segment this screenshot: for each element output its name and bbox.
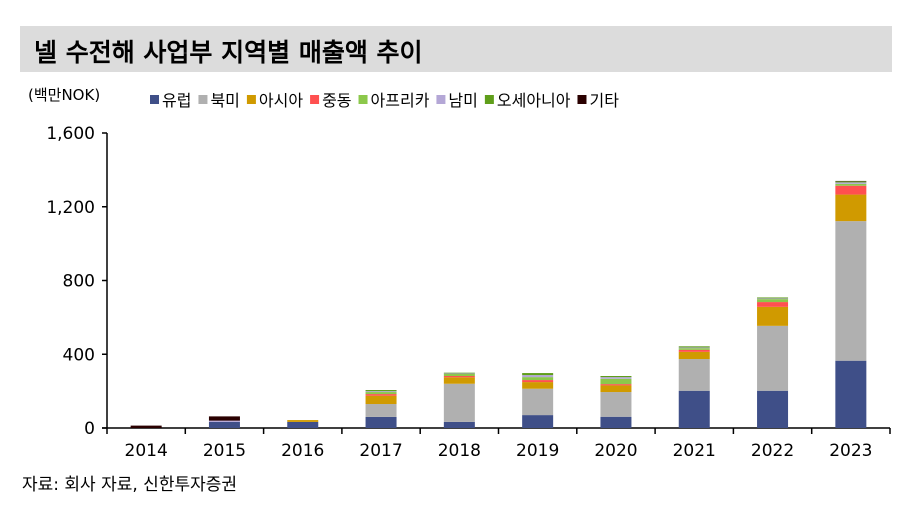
x-tick-label: 2014 <box>125 441 168 461</box>
bar-2017-아시아 <box>365 395 397 405</box>
legend-label-3: 중동 <box>322 91 351 110</box>
bar-2015-남미 <box>208 420 240 422</box>
bar-2022-북미 <box>757 325 789 391</box>
bar-2020-남미 <box>600 377 632 379</box>
bar-2021-남미 <box>678 347 710 349</box>
legend-label-2: 아시아 <box>259 91 303 110</box>
bar-2016-아시아 <box>287 420 319 422</box>
bar-2019-아시아 <box>522 382 554 389</box>
bar-2021-유럽 <box>678 390 710 428</box>
legend-swatch-1 <box>198 95 208 104</box>
bar-2021-북미 <box>678 359 710 391</box>
bar-2018-오세아니아 <box>443 372 475 374</box>
bar-2023-중동 <box>835 185 867 195</box>
bar-2019-남미 <box>522 375 554 378</box>
bar-2022-남미 <box>757 298 789 300</box>
bar-2022-아시아 <box>757 306 789 326</box>
bar-2020-유럽 <box>600 416 632 428</box>
x-tick-label: 2020 <box>594 441 637 461</box>
bar-2015-기타 <box>208 416 240 421</box>
bar-2020-중동 <box>600 384 632 386</box>
bar-2017-유럽 <box>365 416 397 428</box>
x-tick-label: 2016 <box>281 441 324 461</box>
bar-2019-아프리카 <box>522 377 554 381</box>
bar-2021-아시아 <box>678 351 710 360</box>
x-tick-label: 2015 <box>203 441 246 461</box>
bar-2019-오세아니아 <box>522 373 554 376</box>
bar-2018-북미 <box>443 383 475 422</box>
legend-label-0: 유럽 <box>162 91 191 110</box>
bar-2018-중동 <box>443 376 475 378</box>
bar-2017-남미 <box>365 391 397 393</box>
legend-swatch-2 <box>246 95 256 104</box>
bar-2023-아시아 <box>835 194 867 222</box>
y-tick-label: 400 <box>63 345 95 365</box>
bar-2014-기타 <box>130 425 162 428</box>
y-tick-label: 1,200 <box>46 198 95 218</box>
bar-2021-아프리카 <box>678 348 710 350</box>
y-tick-label: 1,600 <box>46 124 95 144</box>
bar-2022-유럽 <box>757 390 789 428</box>
bar-2017-아프리카 <box>365 392 397 395</box>
legend-swatch-0 <box>150 95 159 104</box>
bar-2020-북미 <box>600 392 632 417</box>
bar-2022-오세아니아 <box>757 297 789 299</box>
title-bar <box>20 26 892 72</box>
bar-2019-유럽 <box>522 415 554 428</box>
chart-title: 넬 수전해 사업부 지역별 매출액 추이 <box>34 38 423 67</box>
bar-2019-중동 <box>522 380 554 383</box>
legend-label-6: 오세아니아 <box>497 91 571 110</box>
bar-2019-북미 <box>522 388 554 416</box>
x-tick-label: 2018 <box>438 441 481 461</box>
x-tick-label: 2017 <box>359 441 402 461</box>
bar-2021-중동 <box>678 349 710 352</box>
source-note: 자료: 회사 자료, 신한투자증권 <box>22 475 238 495</box>
x-tick-label: 2022 <box>751 441 794 461</box>
bar-2018-아시아 <box>443 377 475 384</box>
bar-2023-아프리카 <box>835 183 867 186</box>
legend-label-4: 아프리카 <box>371 91 430 110</box>
bar-2023-오세아니아 <box>835 181 867 183</box>
bar-2018-유럽 <box>443 421 475 428</box>
bar-2015-유럽 <box>208 421 240 428</box>
bar-2020-오세아니아 <box>600 376 632 378</box>
legend-swatch-6 <box>484 95 494 104</box>
legend-label-1: 북미 <box>210 91 239 110</box>
legend-swatch-4 <box>358 95 368 104</box>
bar-2023-북미 <box>835 221 867 361</box>
x-tick-label: 2023 <box>829 441 872 461</box>
y-tick-label: 0 <box>84 419 95 439</box>
x-tick-label: 2019 <box>516 441 559 461</box>
bar-2022-아프리카 <box>757 299 789 303</box>
legend-label-5: 남미 <box>448 91 477 110</box>
bar-2018-아프리카 <box>443 373 475 377</box>
bar-2016-유럽 <box>287 421 319 428</box>
bar-2021-오세아니아 <box>678 346 710 348</box>
bar-2023-유럽 <box>835 360 867 428</box>
bar-2017-오세아니아 <box>365 390 397 392</box>
bar-2022-중동 <box>757 302 789 307</box>
legend-swatch-3 <box>310 95 320 104</box>
bar-2020-아프리카 <box>600 378 632 385</box>
bar-2017-중동 <box>365 394 397 396</box>
unit-label: (백만NOK) <box>28 86 100 104</box>
bar-2023-남미 <box>835 182 867 184</box>
legend-label-7: 기타 <box>589 91 619 110</box>
legend-swatch-7 <box>577 95 587 104</box>
bar-2020-아시아 <box>600 385 632 393</box>
bar-2017-북미 <box>365 404 397 417</box>
bar-2018-남미 <box>443 373 475 374</box>
y-tick-label: 800 <box>63 272 95 292</box>
legend-swatch-5 <box>436 95 446 104</box>
x-tick-label: 2021 <box>673 441 716 461</box>
